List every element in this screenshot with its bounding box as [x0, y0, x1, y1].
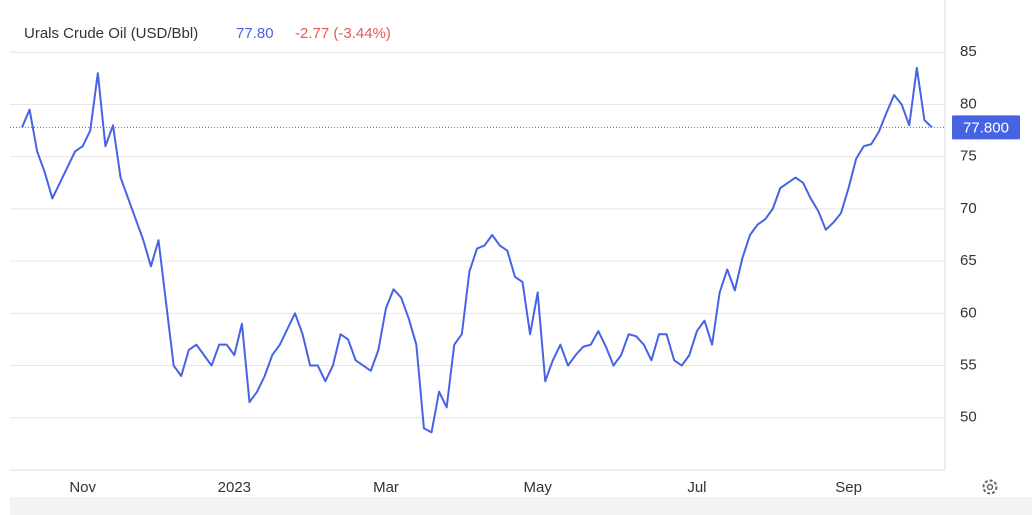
- y-tick-label: 70: [960, 200, 977, 217]
- y-tick-label: 85: [960, 43, 977, 60]
- price: 77.80: [236, 25, 274, 42]
- x-tick-label: 2023: [218, 479, 251, 496]
- x-tick-label: Nov: [69, 479, 96, 496]
- footer-bar: [10, 497, 1032, 515]
- x-tick-label: May: [523, 479, 552, 496]
- line-series: [21, 66, 933, 434]
- last-value-box: [952, 115, 1020, 140]
- y-tick-label: 65: [960, 252, 977, 269]
- settings-icon[interactable]: [982, 479, 998, 495]
- change: -2.77 (-3.44%): [295, 25, 391, 42]
- chart-title: Urals Crude Oil (USD/Bbl): [24, 25, 198, 42]
- y-tick-label: 60: [960, 304, 977, 321]
- y-tick-label: 50: [960, 409, 977, 426]
- y-tick-label: 80: [960, 95, 977, 112]
- y-tick-label: 75: [960, 148, 977, 165]
- y-tick-label: 55: [960, 357, 977, 374]
- x-tick-label: Sep: [835, 479, 862, 496]
- last-value-label: 77.800: [963, 119, 1009, 136]
- x-tick-label: Mar: [373, 479, 399, 496]
- x-tick-label: Jul: [687, 479, 706, 496]
